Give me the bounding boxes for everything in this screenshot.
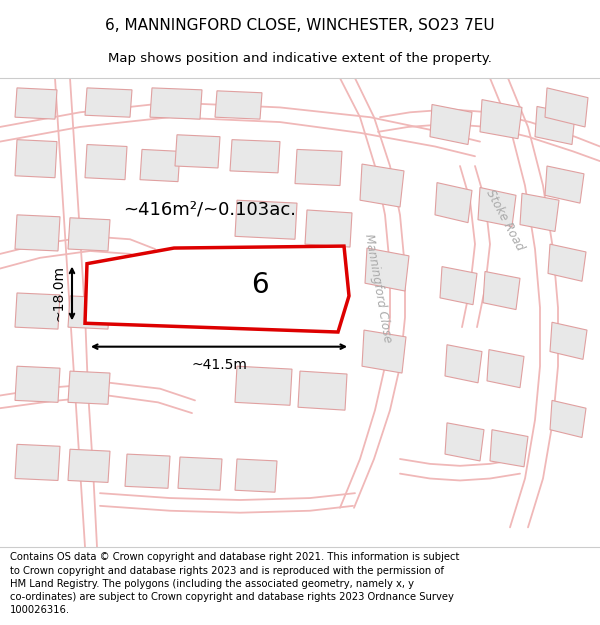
Text: 6, MANNINGFORD CLOSE, WINCHESTER, SO23 7EU: 6, MANNINGFORD CLOSE, WINCHESTER, SO23 7…	[105, 18, 495, 32]
Polygon shape	[68, 217, 110, 251]
Polygon shape	[295, 149, 342, 186]
Polygon shape	[305, 210, 352, 247]
Polygon shape	[140, 149, 180, 182]
Text: ~18.0m: ~18.0m	[52, 266, 66, 321]
Polygon shape	[178, 457, 222, 490]
Polygon shape	[445, 423, 484, 461]
Polygon shape	[175, 135, 220, 168]
Polygon shape	[480, 99, 522, 139]
Polygon shape	[235, 200, 297, 239]
Text: Contains OS data © Crown copyright and database right 2021. This information is : Contains OS data © Crown copyright and d…	[10, 552, 460, 615]
Polygon shape	[235, 459, 277, 492]
Polygon shape	[85, 246, 349, 332]
Text: ~416m²/~0.103ac.: ~416m²/~0.103ac.	[124, 201, 296, 219]
Polygon shape	[150, 88, 202, 119]
Polygon shape	[68, 449, 110, 482]
Polygon shape	[478, 188, 516, 226]
Polygon shape	[520, 193, 559, 231]
Polygon shape	[298, 371, 347, 410]
Polygon shape	[550, 322, 587, 359]
Polygon shape	[215, 91, 262, 119]
Polygon shape	[15, 444, 60, 481]
Polygon shape	[15, 88, 57, 119]
Polygon shape	[85, 88, 132, 118]
Polygon shape	[235, 366, 292, 405]
Polygon shape	[545, 88, 588, 127]
Polygon shape	[435, 182, 472, 222]
Text: Map shows position and indicative extent of the property.: Map shows position and indicative extent…	[108, 52, 492, 65]
Text: 6: 6	[251, 271, 268, 299]
Polygon shape	[548, 244, 586, 281]
Polygon shape	[360, 164, 404, 207]
Polygon shape	[545, 166, 584, 203]
Polygon shape	[430, 104, 472, 144]
Polygon shape	[535, 106, 575, 144]
Polygon shape	[487, 349, 524, 388]
Text: ~41.5m: ~41.5m	[191, 358, 247, 372]
Polygon shape	[125, 454, 170, 488]
Text: Manningford Close: Manningford Close	[362, 232, 394, 344]
Polygon shape	[445, 345, 482, 382]
Polygon shape	[15, 366, 60, 403]
Polygon shape	[68, 296, 110, 329]
Polygon shape	[68, 371, 110, 404]
Polygon shape	[490, 430, 528, 467]
Polygon shape	[15, 293, 60, 329]
Polygon shape	[440, 267, 477, 304]
Polygon shape	[483, 271, 520, 309]
Polygon shape	[550, 401, 586, 437]
Polygon shape	[362, 330, 406, 373]
Polygon shape	[230, 139, 280, 173]
Polygon shape	[15, 139, 57, 177]
Text: Stoke Road: Stoke Road	[484, 187, 527, 253]
Polygon shape	[365, 248, 409, 291]
Polygon shape	[85, 144, 127, 180]
Polygon shape	[15, 215, 60, 251]
